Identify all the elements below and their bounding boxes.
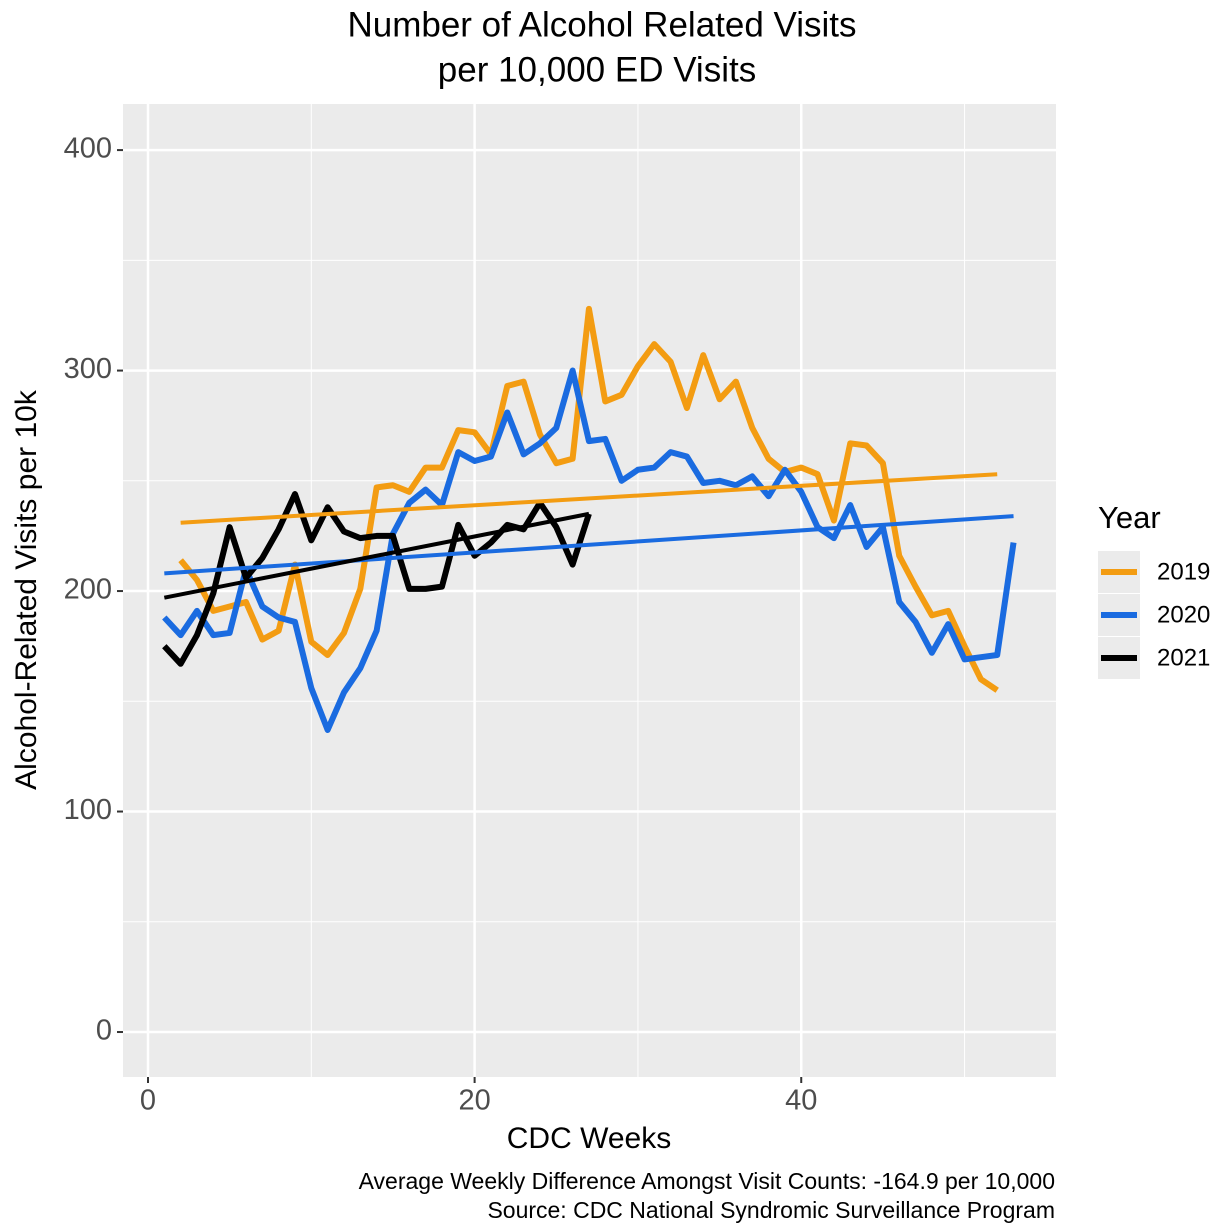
y-tick-label: 400: [64, 133, 112, 165]
y-tick-label: 100: [64, 794, 112, 826]
trend-line: [164, 514, 1014, 576]
chart-title: per 10,000 ED Visits: [438, 50, 756, 89]
trend-line: [163, 511, 590, 600]
legend-label: 2019: [1157, 558, 1210, 585]
y-tick-label: 0: [96, 1015, 112, 1047]
y-tick-label: 200: [64, 574, 112, 606]
data-line: [178, 305, 999, 693]
data-line: [162, 367, 1017, 733]
chart-title: Number of Alcohol Related Visits: [347, 5, 856, 44]
legend-title: Year: [1098, 500, 1161, 535]
x-tick-label: 20: [458, 1085, 490, 1117]
y-axis-label: Alcohol-Related Visits per 10k: [10, 389, 43, 790]
x-tick-label: 0: [140, 1085, 156, 1117]
legend-label: 2020: [1157, 601, 1210, 628]
caption: Source: CDC National Syndromic Surveilla…: [487, 1197, 1055, 1223]
legend-label: 2021: [1157, 644, 1210, 671]
caption: Average Weekly Difference Amongst Visit …: [359, 1168, 1055, 1194]
x-axis-label: CDC Weeks: [507, 1122, 671, 1155]
y-tick-label: 300: [64, 353, 112, 385]
x-tick-label: 40: [785, 1085, 817, 1117]
trend-line: [180, 472, 998, 525]
